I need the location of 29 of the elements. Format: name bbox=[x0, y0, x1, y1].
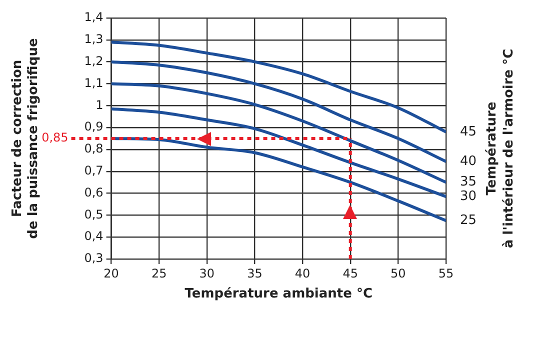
series-label: 35 bbox=[460, 174, 477, 190]
y-tick-label: 0,9 bbox=[84, 120, 104, 134]
x-tick-label: 30 bbox=[199, 266, 215, 280]
x-tick-label: 55 bbox=[438, 266, 454, 280]
x-tick-label: 40 bbox=[294, 266, 310, 280]
y-tick-label: 1,2 bbox=[84, 54, 104, 68]
y-tick-label: 1,1 bbox=[84, 76, 104, 90]
series-label: 30 bbox=[460, 188, 477, 204]
series-label: 40 bbox=[460, 154, 477, 169]
y-tick-label: 0,3 bbox=[84, 251, 104, 266]
x-axis-title: Température ambiante °C bbox=[184, 286, 373, 302]
y-tick-label: 0,4 bbox=[84, 229, 104, 244]
x-tick-label: 25 bbox=[151, 266, 167, 280]
y-tick-label: 1 bbox=[96, 98, 104, 112]
ref-line-label: 0,85 bbox=[42, 130, 68, 145]
x-tick-label: 45 bbox=[342, 266, 358, 280]
x-tick-label: 20 bbox=[104, 266, 119, 280]
y-tick-label: 0,8 bbox=[84, 142, 104, 156]
x-tick-label: 35 bbox=[247, 266, 262, 280]
series-label: 25 bbox=[460, 213, 477, 228]
legend-title: Température à l'intérieur de l'armoire °C bbox=[484, 48, 516, 248]
y-tick-label: 1,4 bbox=[84, 10, 104, 24]
y-tick-label: 0,6 bbox=[84, 185, 104, 200]
x-tick-label: 50 bbox=[390, 266, 406, 280]
series-label: 45 bbox=[460, 124, 477, 140]
y-axis-title: Facteur de correction de la puissance frigorifique bbox=[10, 38, 41, 239]
y-tick-label: 0,5 bbox=[84, 207, 104, 222]
y-tick-label: 1,3 bbox=[84, 32, 104, 46]
y-tick-label: 0,7 bbox=[84, 163, 104, 178]
